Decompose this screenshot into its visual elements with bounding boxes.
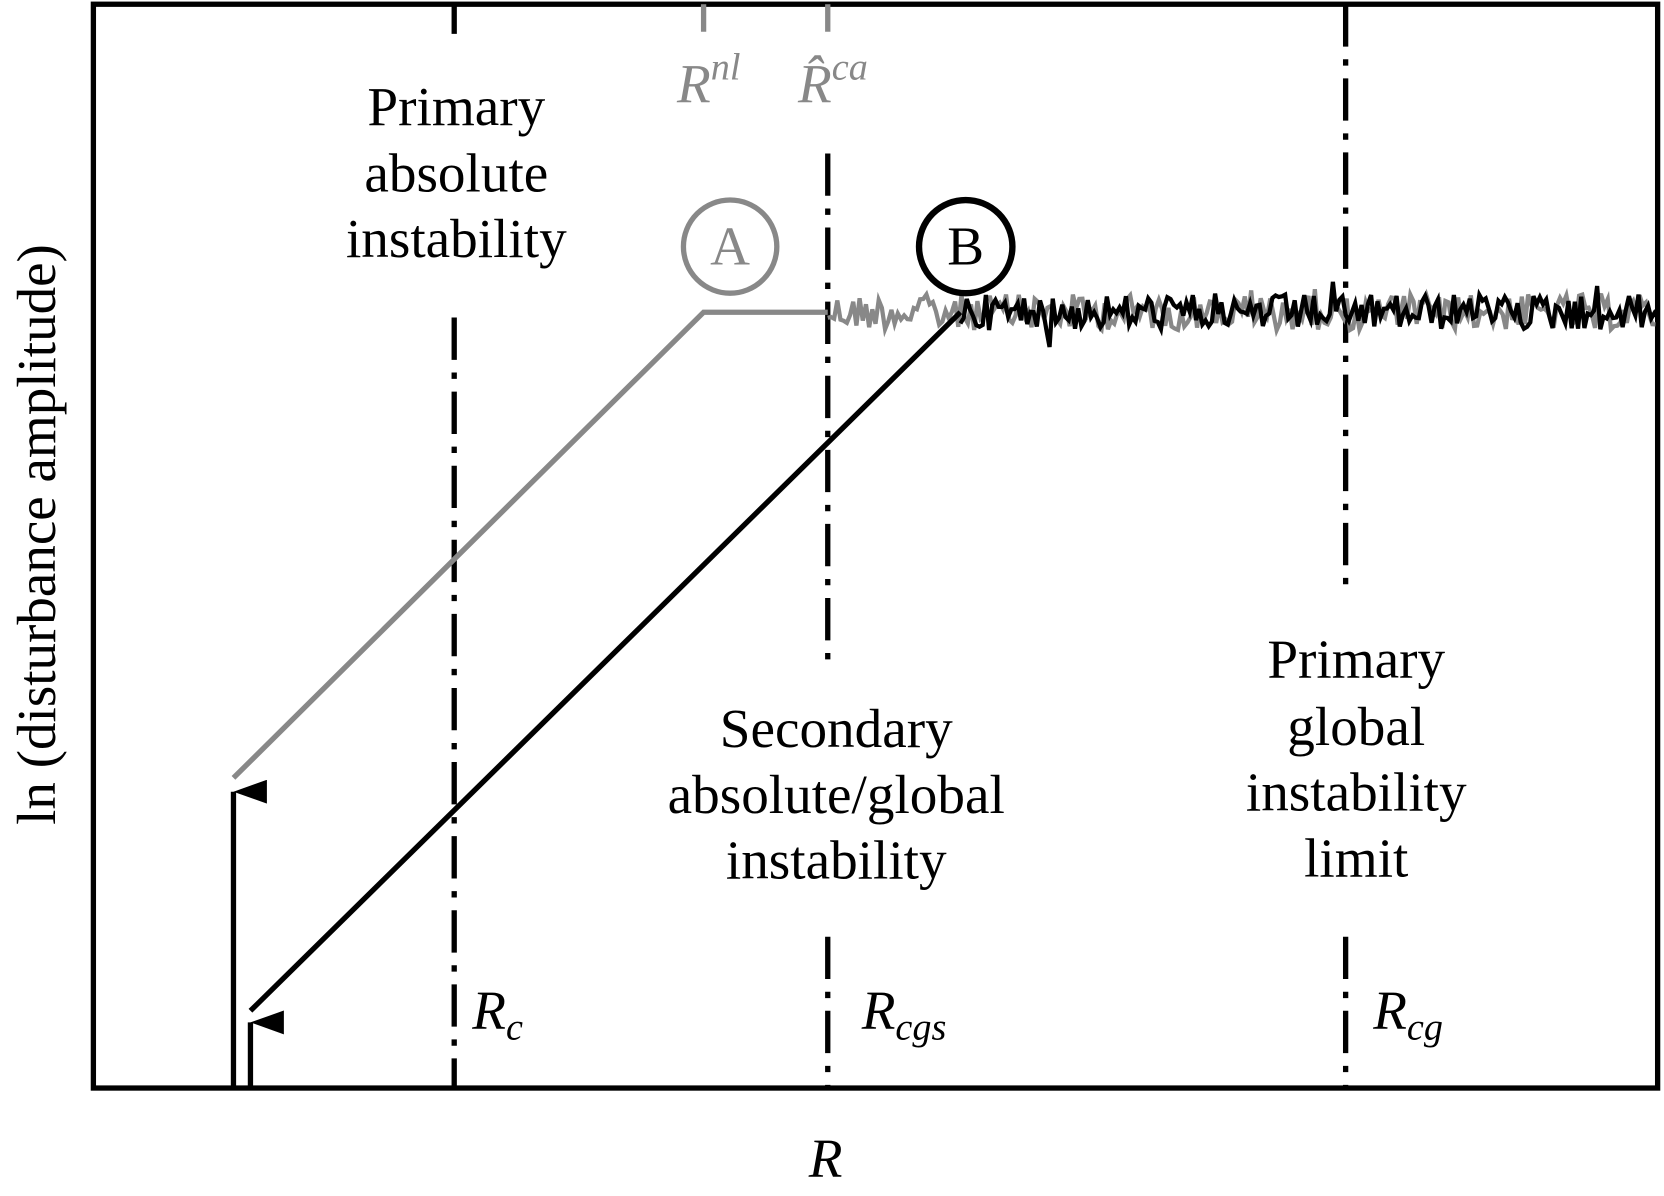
marker-label: R̂ca [797,46,868,114]
marker-sub: c [506,1006,523,1048]
region-label: limit [1304,827,1408,888]
marker-main: R [1372,980,1407,1041]
region-label: global [1287,696,1425,757]
region-label: instability [346,208,567,269]
curve-a [231,309,828,780]
marker-label: Rcg [1372,980,1443,1049]
x-axis-label: R [808,1128,843,1189]
noise-trace [958,281,1660,348]
marker-label: Rcgs [861,980,947,1049]
region-label: Primary [367,76,545,137]
point-label: B [947,216,984,277]
noise [827,281,1660,348]
circle-a [680,197,780,296]
marker-sup: nl [711,46,741,88]
region-label: instability [1246,762,1467,823]
curve-b [248,310,963,1013]
region-label: absolute/global [668,764,1005,825]
marker-sup: ca [832,46,868,88]
marker-main: R [471,980,506,1041]
marker-label: Rnl [676,46,740,114]
y-axis-label: ln (disturbance amplitude) [6,244,67,825]
marker-main: R [676,54,711,115]
marker-label: Rc [471,980,523,1049]
region-label: Primary [1267,628,1445,689]
dash-dot-lines [451,4,1349,1089]
marker-sub: cg [1407,1006,1443,1048]
marker-sub: cgs [895,1006,946,1048]
frame [90,1,1661,1091]
marker-main: R [861,980,896,1041]
region-label: absolute [364,143,548,204]
region-label: Secondary [720,698,953,759]
region-label: instability [726,830,947,891]
circle-b [915,196,1016,297]
point-label: A [710,216,750,277]
marker-main: R̂ [797,54,832,115]
